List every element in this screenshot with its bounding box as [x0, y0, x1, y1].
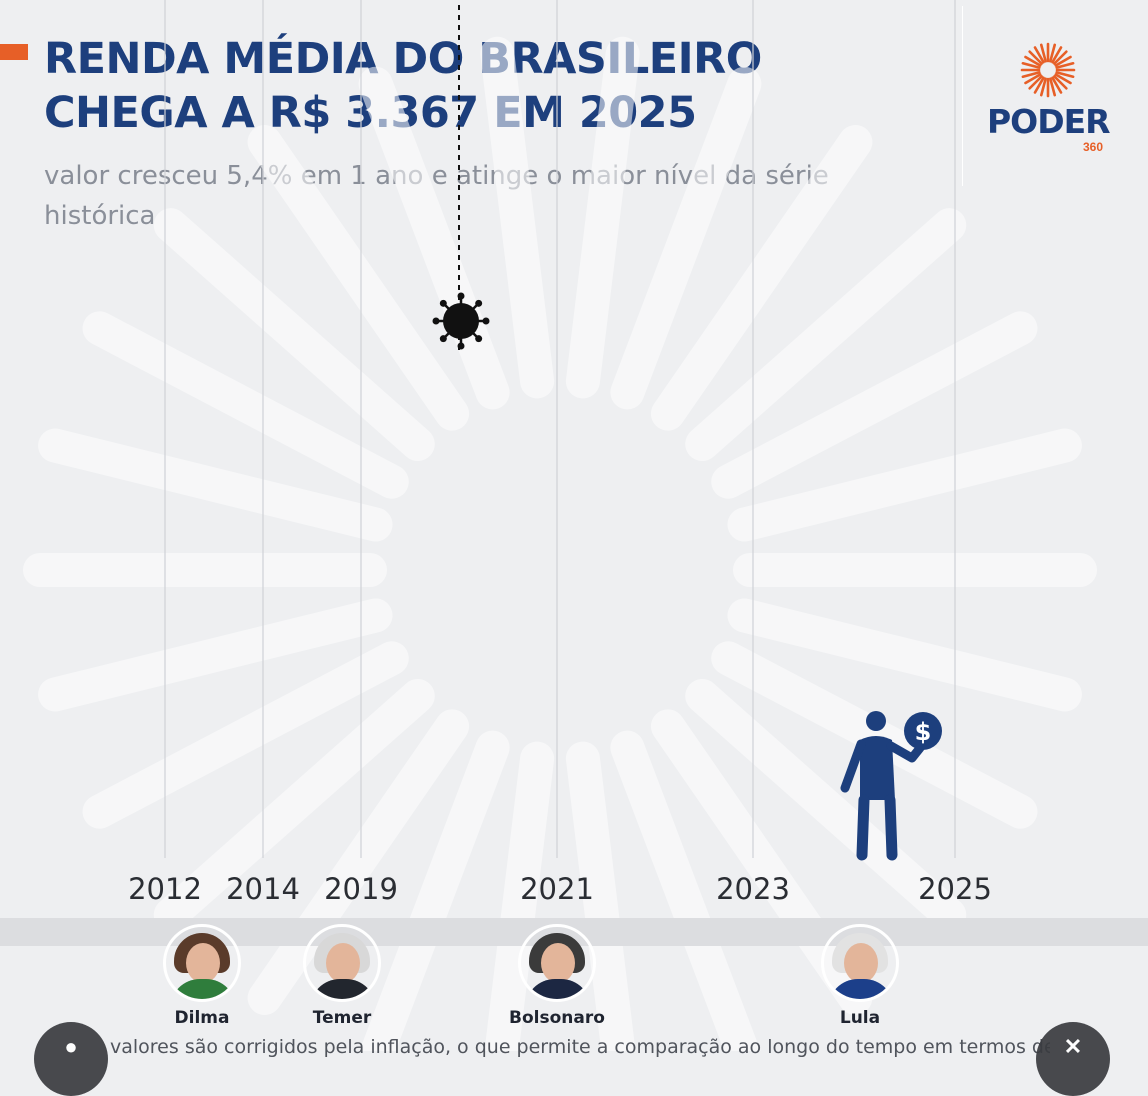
virus-spike-tip — [457, 342, 465, 350]
accent-bar — [0, 44, 28, 60]
background-ray — [358, 66, 510, 410]
close-icon: ✕ — [1063, 1034, 1083, 1059]
person-leg-right — [884, 794, 898, 861]
sun-ray — [1055, 71, 1075, 79]
background-ray — [711, 641, 1038, 829]
leader-name: Dilma — [174, 1008, 230, 1028]
virus-spike-tip — [439, 299, 447, 307]
title-line-1: RENDA MÉDIA DO BRASILEIRO — [44, 34, 762, 84]
dot-icon: ● — [64, 1034, 78, 1059]
avatar — [821, 924, 899, 1002]
sun-ray — [1021, 61, 1041, 69]
sun-ray — [1039, 77, 1047, 97]
x-tick-2021: 2021 — [520, 872, 594, 906]
avatar — [518, 924, 596, 1002]
sun-ray — [1033, 46, 1045, 64]
leader-bolsonaro: Bolsonaro — [497, 924, 617, 1028]
leader-name: Temer — [312, 1008, 372, 1028]
background-ray — [247, 125, 470, 431]
person-with-coin-icon: $ — [840, 711, 942, 861]
person-head — [866, 711, 886, 731]
sun-ray — [1051, 46, 1063, 64]
x-axis-ticks: 2012 2014 2019 2021 2023 2025 — [128, 872, 992, 906]
sun-ray — [1051, 76, 1063, 94]
virus-spike-tip — [482, 317, 490, 325]
background-ray — [610, 730, 761, 1051]
virus-spike-tip — [475, 335, 483, 343]
virus-icon — [432, 292, 490, 350]
leader-temer: Temer — [282, 924, 402, 1028]
background-ray — [82, 311, 409, 499]
sun-ray — [1053, 50, 1068, 65]
virus-spike-tip — [475, 299, 483, 307]
person-arm-right — [886, 741, 925, 763]
background-ray — [727, 598, 1082, 712]
leader-name: Bolsonaro — [509, 1008, 605, 1028]
virus-spike-tip — [432, 317, 440, 325]
x-tick-2019: 2019 — [324, 872, 398, 906]
background-ray — [711, 311, 1038, 499]
background-ray — [480, 36, 555, 399]
background-ray — [565, 36, 640, 399]
background-ray — [38, 428, 393, 542]
background-ray — [610, 66, 762, 410]
background-ray — [727, 428, 1082, 542]
avatar — [163, 924, 241, 1002]
sun-ray — [1053, 75, 1068, 90]
sun-ray — [1024, 73, 1042, 85]
background-ray — [685, 208, 967, 462]
background-ray — [359, 730, 510, 1051]
footnote: valores são corrigidos pela inflação, o … — [110, 1036, 1050, 1058]
logo-word: PODER — [987, 102, 1111, 141]
background-ray — [153, 678, 435, 932]
leader-lula: Lula — [800, 924, 920, 1028]
carousel-prev-button[interactable]: ● — [34, 1022, 108, 1096]
virus-body — [443, 303, 479, 339]
x-tick-2012: 2012 — [128, 872, 202, 906]
background-ray — [38, 598, 393, 712]
leader-name: Lula — [839, 1008, 881, 1028]
virus-spike-tip — [439, 335, 447, 343]
x-tick-2025: 2025 — [918, 872, 992, 906]
sun-ray — [1055, 61, 1075, 69]
background-ray — [650, 125, 873, 431]
sun-ray — [1021, 71, 1041, 79]
carousel-next-button[interactable]: ✕ — [1036, 1022, 1110, 1096]
sun-ray — [1028, 50, 1043, 65]
dollar-sign: $ — [915, 718, 932, 746]
background-ray — [153, 208, 435, 462]
background-rays — [23, 36, 1097, 1051]
sun-ray — [1039, 43, 1047, 63]
vertical-guides — [164, 0, 956, 858]
sun-ray — [1049, 43, 1057, 63]
x-tick-2023: 2023 — [716, 872, 790, 906]
person-leg-left — [856, 794, 870, 861]
background-ray — [82, 641, 409, 829]
dollar-coin-icon — [904, 712, 942, 750]
x-tick-2014: 2014 — [226, 872, 300, 906]
leader-dilma: Dilma — [142, 924, 262, 1028]
avatar — [303, 924, 381, 1002]
line-chart: 2.9843.1263.1012.8353.1063.367 +5,4%ante… — [23, 0, 1097, 1051]
sun-rays-icon — [1020, 42, 1076, 98]
logo-number: 360 — [1083, 140, 1104, 154]
sun-ray — [1028, 75, 1043, 90]
sun-ray — [1054, 55, 1072, 67]
poder360-logo: PODER 360 — [985, 40, 1115, 160]
sun-ray — [1054, 73, 1072, 85]
sun-ray — [1033, 76, 1045, 94]
sun-ray — [1049, 77, 1057, 97]
sun-ray — [1024, 55, 1042, 67]
virus-spike-tip — [457, 292, 465, 300]
background-ray — [247, 709, 470, 1015]
header-divider — [962, 6, 963, 186]
person-arm-left — [840, 739, 866, 793]
person-torso — [860, 736, 895, 800]
background-ray — [685, 678, 967, 932]
